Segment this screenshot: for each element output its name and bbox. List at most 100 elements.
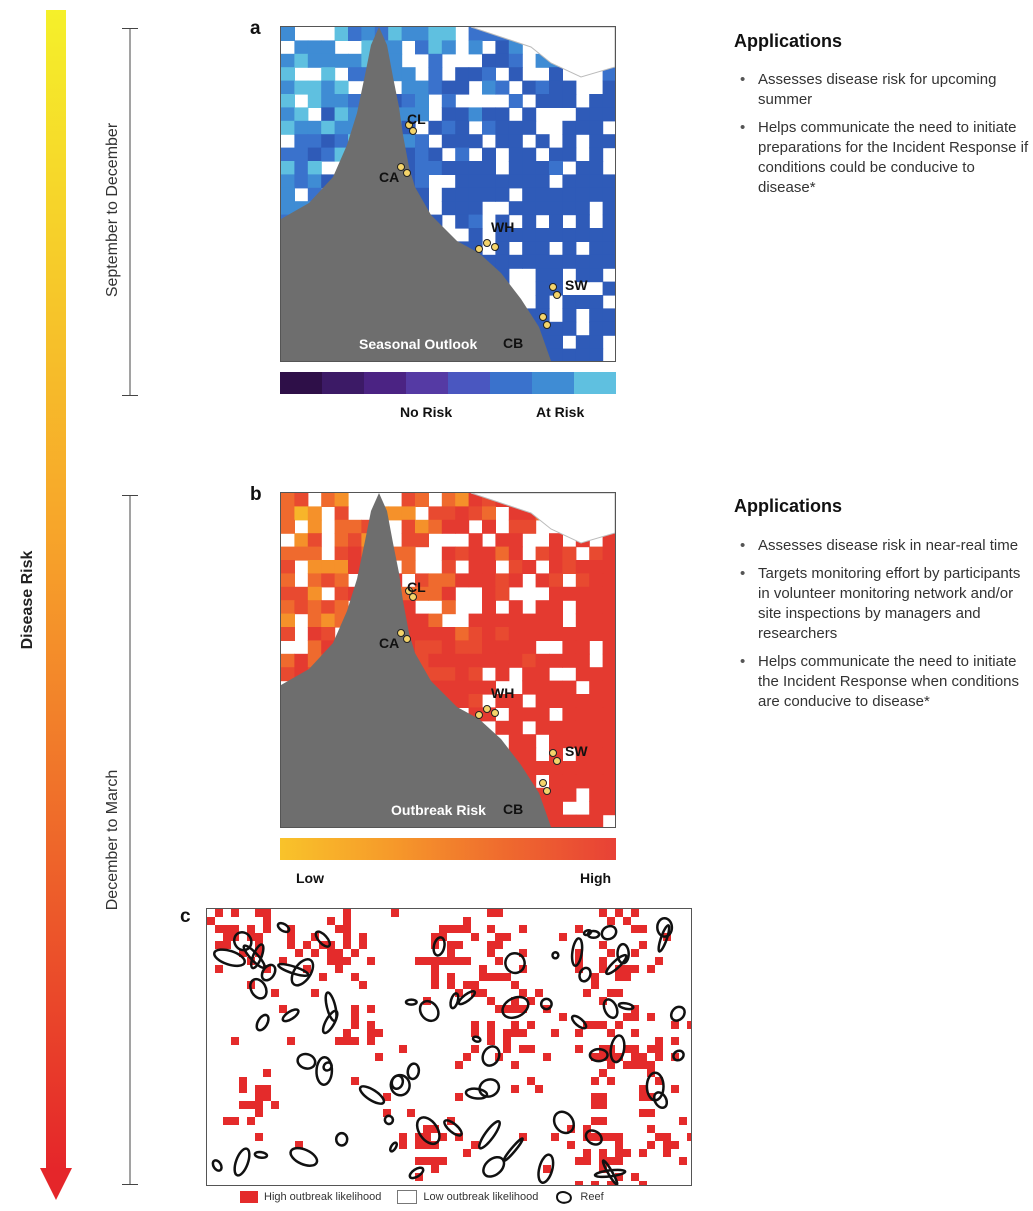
risk-cell	[495, 667, 510, 682]
outbreak-pixel	[599, 1021, 607, 1029]
outbreak-pixel	[535, 989, 543, 997]
risk-cell	[535, 228, 550, 242]
risk-cell	[549, 680, 563, 695]
risk-cell	[468, 27, 483, 41]
risk-cell	[455, 80, 470, 95]
risk-cell	[334, 80, 349, 95]
outbreak-pixel	[599, 1133, 607, 1141]
risk-cell	[415, 174, 429, 189]
outbreak-pixel	[599, 1149, 607, 1157]
risk-cell	[549, 653, 563, 668]
colorbar-low: Low	[296, 870, 324, 886]
outbreak-pixel	[639, 941, 647, 949]
site-marker	[543, 321, 551, 329]
outbreak-pixel	[343, 917, 351, 925]
risk-cell	[388, 53, 403, 68]
risk-cell	[281, 201, 295, 216]
northern-land	[470, 493, 615, 544]
risk-cell	[589, 600, 604, 615]
outbreak-pixel	[607, 917, 615, 925]
risk-cell	[575, 174, 590, 189]
risk-cell	[281, 53, 295, 68]
outbreak-pixel	[615, 989, 623, 997]
colorbar-block	[532, 372, 575, 394]
outbreak-pixel	[511, 1061, 519, 1069]
outbreak-pixel	[471, 1141, 479, 1149]
risk-cell	[589, 720, 604, 735]
panel-c-legend: High outbreak likelihood Low outbreak li…	[240, 1190, 604, 1204]
risk-cell	[348, 533, 362, 548]
risk-cell	[589, 627, 604, 641]
outbreak-risk-label: Outbreak Risk	[391, 802, 486, 818]
outbreak-pixel	[359, 933, 367, 941]
risk-cell	[401, 94, 416, 108]
risk-cell	[482, 120, 496, 135]
outbreak-pixel	[575, 1181, 583, 1185]
risk-cell	[415, 533, 429, 548]
risk-cell	[549, 600, 563, 615]
outbreak-pixel	[591, 1133, 599, 1141]
risk-cell	[441, 519, 456, 534]
risk-cell	[334, 94, 349, 108]
outbreak-pixel	[495, 1005, 503, 1013]
risk-cell	[549, 586, 563, 601]
outbreak-pixel	[663, 1149, 671, 1157]
outbreak-pixel	[615, 973, 623, 981]
risk-cell	[307, 533, 322, 548]
risk-cell	[589, 94, 604, 108]
outbreak-pixel	[255, 1101, 263, 1109]
risk-cell	[307, 613, 322, 628]
risk-cell	[589, 321, 604, 336]
reef-outline	[464, 1087, 489, 1100]
risk-cell	[495, 694, 510, 708]
outbreak-pixel	[263, 965, 271, 973]
risk-cell	[294, 161, 309, 175]
risk-cell	[455, 174, 470, 189]
risk-cell	[602, 214, 615, 229]
risk-cell	[602, 134, 615, 149]
risk-cell	[307, 600, 322, 615]
outbreak-pixel	[487, 909, 495, 917]
risk-cell	[455, 627, 470, 641]
site-marker	[475, 245, 483, 253]
risk-cell	[535, 134, 550, 149]
risk-cell	[562, 201, 577, 216]
outbreak-pixel	[463, 957, 471, 965]
outbreak-pixel	[367, 1021, 375, 1029]
risk-cell	[562, 761, 577, 775]
risk-cell	[388, 40, 403, 55]
risk-cell	[428, 67, 443, 82]
outbreak-pixel	[351, 1037, 359, 1045]
risk-cell	[482, 107, 496, 122]
outbreak-pixel	[343, 941, 351, 949]
outbreak-pixel	[527, 1077, 535, 1085]
site-label-ca: CA	[379, 169, 400, 185]
outbreak-pixel	[623, 973, 631, 981]
reef-outline	[390, 1074, 405, 1091]
risk-cell	[321, 94, 336, 108]
outbreak-pixel	[487, 973, 495, 981]
outbreak-pixel	[439, 957, 447, 965]
risk-cell	[294, 600, 309, 615]
risk-cell	[549, 814, 563, 827]
risk-cell	[482, 519, 496, 534]
reef-outline	[669, 1005, 686, 1022]
application-item: Helps communicate the need to initiate t…	[734, 652, 1030, 712]
risk-cell	[334, 506, 349, 521]
risk-cell	[575, 707, 590, 722]
risk-cell	[602, 667, 615, 682]
risk-cell	[562, 787, 577, 802]
risk-cell	[589, 774, 604, 789]
risk-cell	[522, 653, 537, 668]
risk-cell	[589, 268, 604, 283]
outbreak-pixel	[231, 1117, 239, 1125]
reef-outline	[457, 990, 477, 1006]
risk-cell	[522, 107, 537, 122]
outbreak-pixel	[343, 909, 351, 917]
risk-cell	[549, 268, 563, 283]
risk-cell	[495, 533, 510, 548]
application-item: Assesses disease risk in near-real time	[734, 536, 1030, 556]
risk-cell	[535, 627, 550, 641]
risk-cell	[321, 40, 336, 55]
outbreak-pixel	[455, 941, 463, 949]
